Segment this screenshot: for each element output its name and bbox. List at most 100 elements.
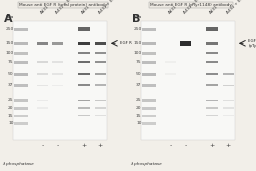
- Text: kDa: kDa: [133, 15, 142, 19]
- Bar: [95, 107, 106, 109]
- Text: -: -: [57, 143, 59, 148]
- Text: 250: 250: [133, 27, 142, 31]
- Bar: [142, 115, 156, 117]
- Text: +: +: [209, 143, 215, 148]
- Bar: [37, 61, 48, 63]
- Text: 25: 25: [8, 98, 14, 102]
- Text: A431: A431: [40, 4, 50, 15]
- Bar: [13, 22, 106, 140]
- Bar: [206, 115, 218, 116]
- Text: 37: 37: [8, 83, 14, 87]
- Bar: [78, 84, 90, 87]
- Text: Mouse anti EGF R (total protein) antibody: Mouse anti EGF R (total protein) antibod…: [19, 3, 107, 7]
- Bar: [14, 99, 28, 102]
- Bar: [165, 73, 176, 75]
- Bar: [223, 107, 234, 109]
- Text: A431 + EGF: A431 + EGF: [226, 0, 246, 15]
- Bar: [206, 42, 218, 45]
- Text: A431: A431: [168, 4, 178, 15]
- Bar: [142, 122, 156, 124]
- Bar: [52, 85, 63, 86]
- Bar: [14, 61, 28, 64]
- Text: -: -: [185, 143, 187, 148]
- Text: 15: 15: [8, 114, 14, 117]
- Bar: [52, 73, 63, 75]
- Text: 75: 75: [136, 60, 142, 64]
- Text: -: -: [41, 143, 44, 148]
- Bar: [78, 52, 90, 54]
- Bar: [95, 73, 106, 75]
- Bar: [206, 61, 218, 63]
- Bar: [95, 42, 106, 45]
- Text: -: -: [169, 143, 172, 148]
- Text: B: B: [132, 14, 140, 24]
- Bar: [37, 100, 48, 101]
- Text: 150: 150: [5, 41, 14, 45]
- Text: 37: 37: [136, 83, 142, 87]
- Bar: [14, 107, 28, 109]
- Text: A431 + EGF: A431 + EGF: [98, 0, 118, 15]
- Text: +: +: [226, 143, 231, 148]
- Text: +: +: [81, 143, 87, 148]
- Text: 10: 10: [136, 121, 142, 125]
- Bar: [142, 28, 156, 30]
- Bar: [78, 115, 90, 116]
- Text: λ phosphatase: λ phosphatase: [131, 162, 163, 166]
- Text: 50: 50: [8, 72, 14, 76]
- Bar: [223, 73, 234, 75]
- Bar: [52, 42, 63, 45]
- Bar: [223, 84, 234, 86]
- Text: 150: 150: [133, 41, 142, 45]
- Text: A431 + EGF: A431 + EGF: [183, 0, 203, 15]
- Text: kDa: kDa: [5, 15, 14, 19]
- Bar: [78, 27, 90, 31]
- Bar: [14, 73, 28, 76]
- Bar: [142, 73, 156, 76]
- Bar: [95, 100, 106, 101]
- Bar: [142, 99, 156, 102]
- Bar: [37, 84, 48, 86]
- Bar: [142, 107, 156, 109]
- Text: λ phosphatase: λ phosphatase: [3, 162, 35, 166]
- Bar: [165, 61, 176, 63]
- Text: 100: 100: [5, 51, 14, 55]
- Bar: [142, 42, 156, 45]
- Bar: [95, 52, 106, 54]
- Bar: [37, 42, 48, 45]
- Bar: [95, 115, 106, 116]
- Text: A431: A431: [209, 4, 219, 15]
- Bar: [206, 27, 218, 31]
- Bar: [14, 52, 28, 55]
- Bar: [223, 115, 234, 116]
- Text: Mouse anti EGF R (pTyr1148) antibody: Mouse anti EGF R (pTyr1148) antibody: [150, 3, 232, 7]
- Text: 15: 15: [136, 114, 142, 117]
- Text: 250: 250: [5, 27, 14, 31]
- Bar: [78, 42, 90, 45]
- Bar: [142, 52, 156, 55]
- Text: A431 + EGF: A431 + EGF: [55, 0, 75, 15]
- Bar: [142, 84, 156, 87]
- Text: 10: 10: [8, 121, 14, 125]
- Bar: [206, 100, 218, 101]
- Bar: [37, 107, 48, 109]
- Text: 20: 20: [136, 106, 142, 110]
- Bar: [142, 61, 156, 64]
- Bar: [95, 61, 106, 63]
- Bar: [78, 73, 90, 75]
- Bar: [37, 73, 48, 75]
- Text: EGF R: EGF R: [120, 41, 132, 45]
- Text: A: A: [4, 14, 12, 24]
- Text: EGF R
(pTyr1148): EGF R (pTyr1148): [248, 39, 256, 48]
- Bar: [52, 61, 63, 63]
- Text: 75: 75: [8, 60, 14, 64]
- Bar: [206, 107, 218, 109]
- Bar: [206, 84, 218, 86]
- Bar: [206, 73, 218, 75]
- Text: +: +: [98, 143, 103, 148]
- Bar: [78, 107, 90, 109]
- Text: 100: 100: [133, 51, 142, 55]
- Bar: [141, 22, 235, 140]
- Text: A431: A431: [81, 4, 91, 15]
- Bar: [78, 100, 90, 101]
- Bar: [14, 84, 28, 87]
